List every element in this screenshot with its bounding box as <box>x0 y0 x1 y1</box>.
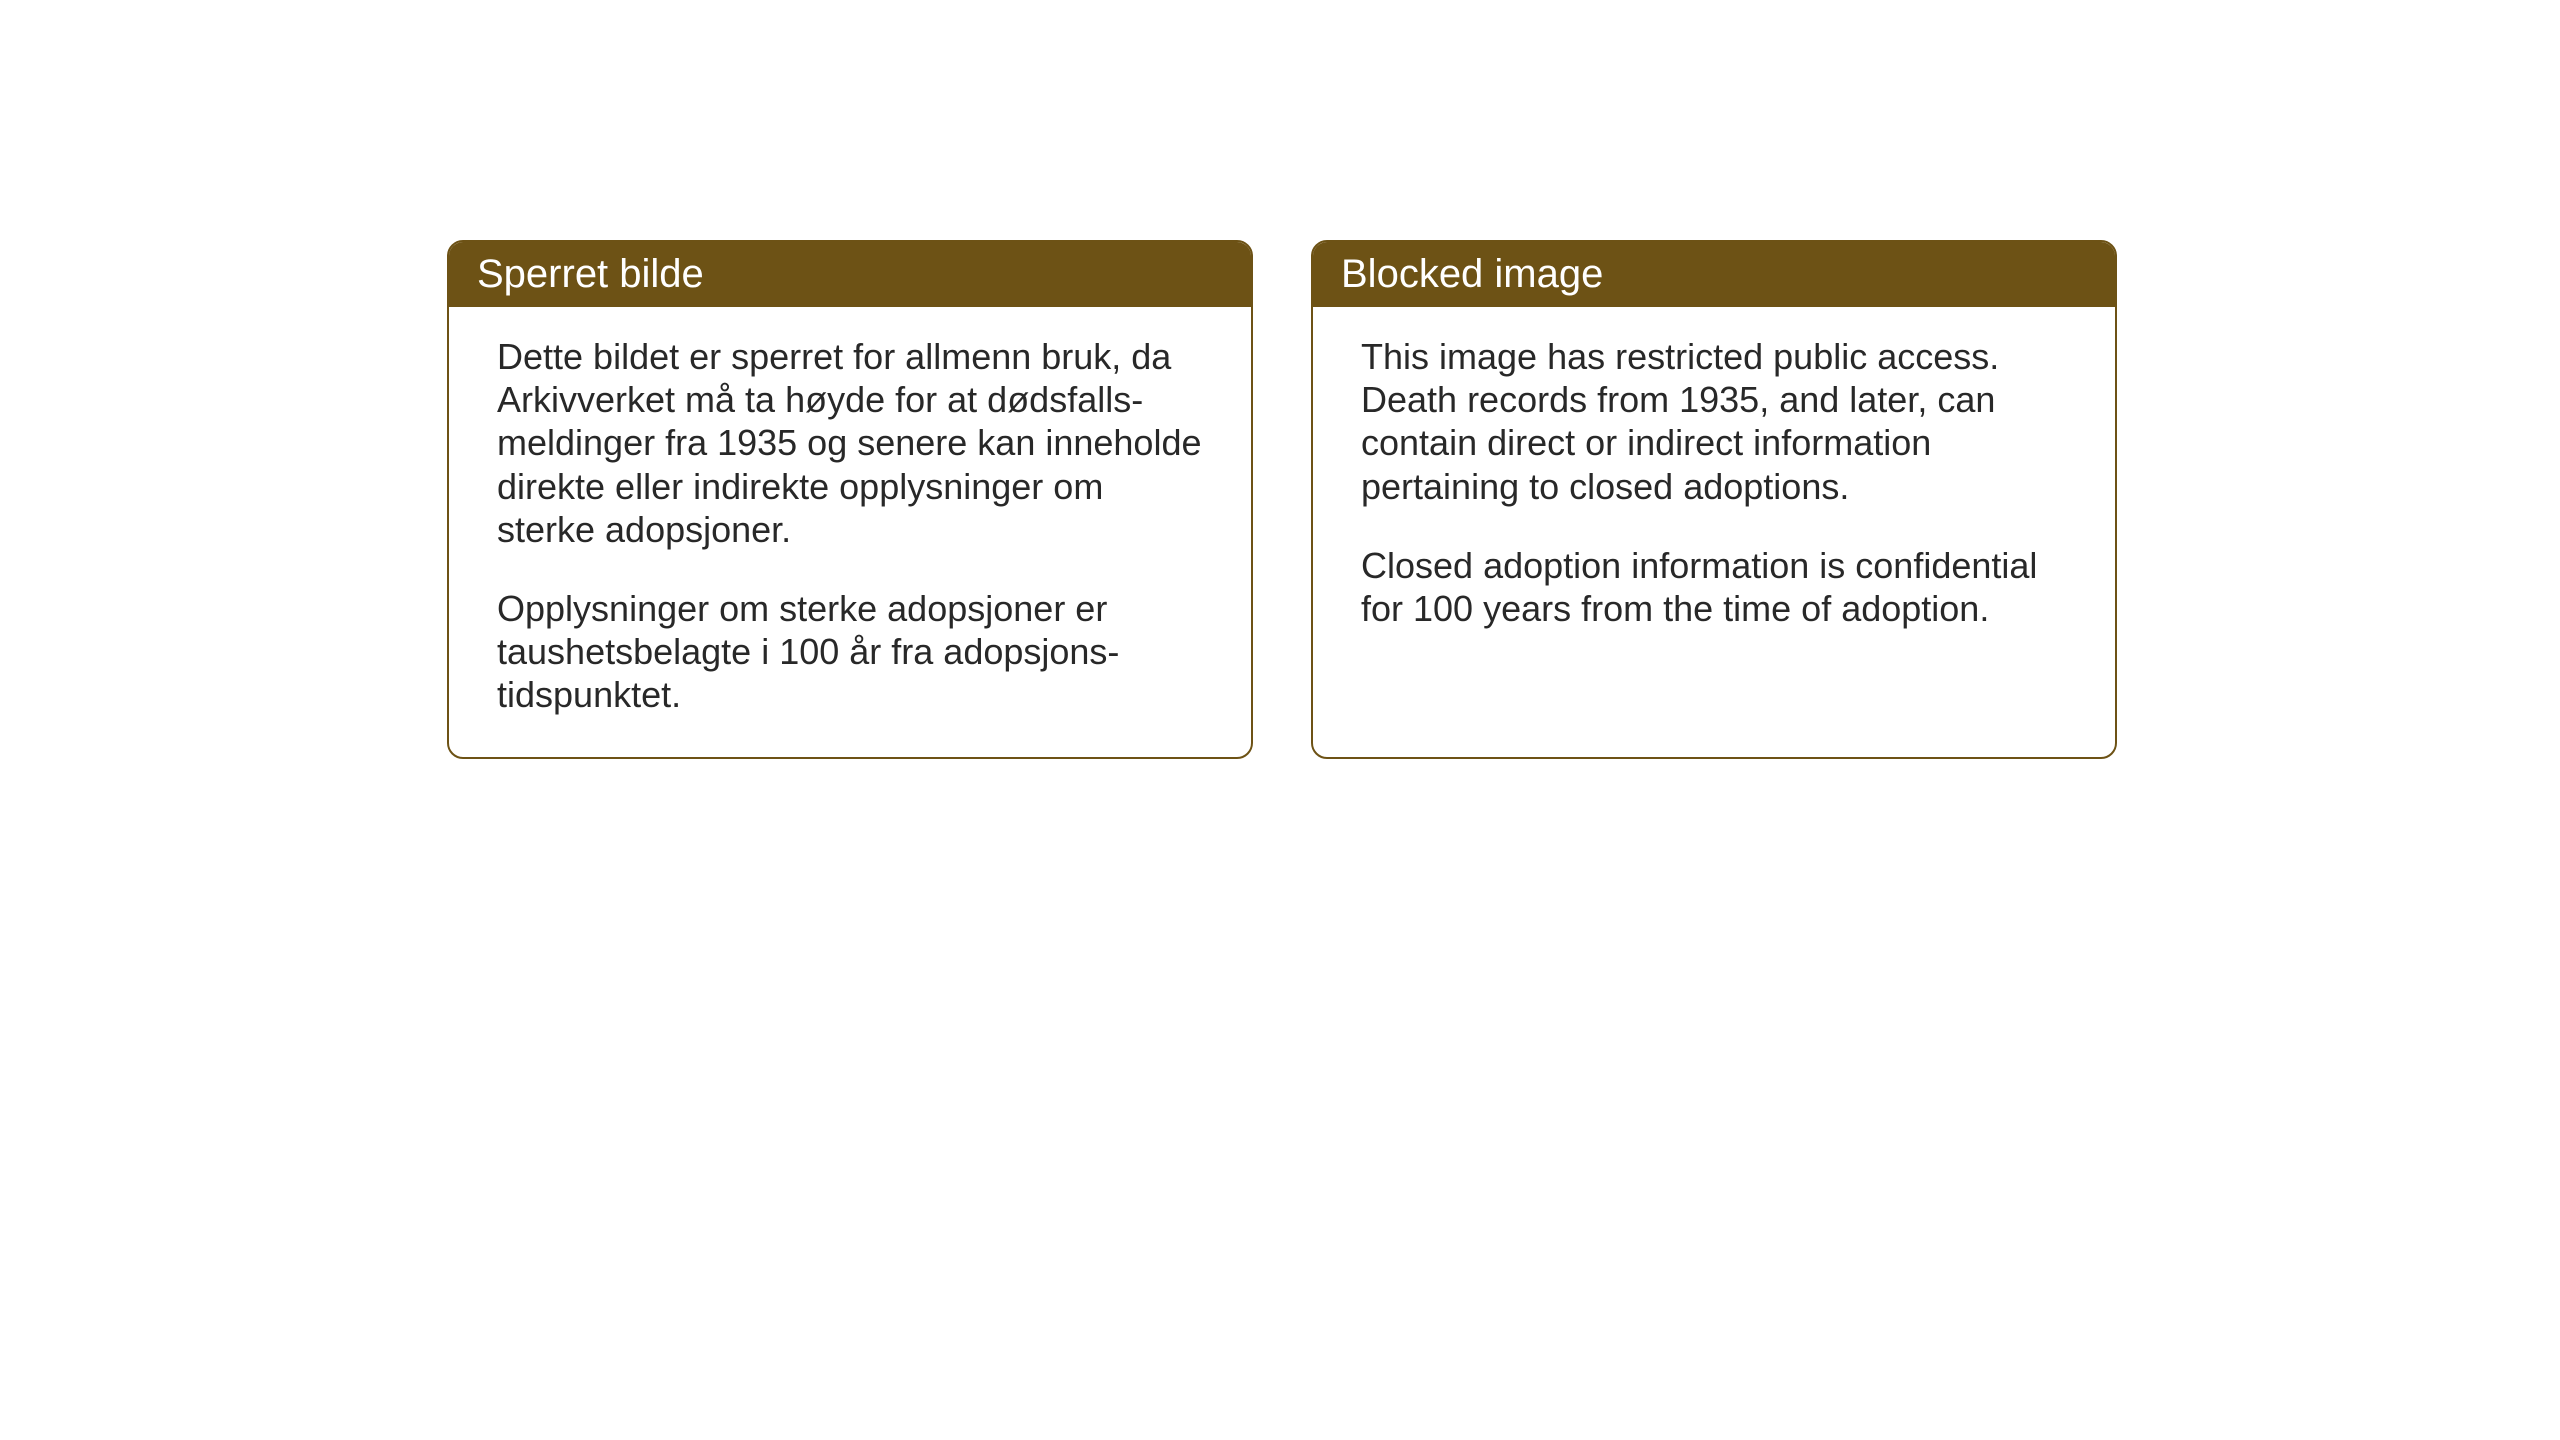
english-card-title: Blocked image <box>1341 252 1603 296</box>
notice-cards-container: Sperret bilde Dette bildet er sperret fo… <box>447 240 2117 759</box>
norwegian-card-header: Sperret bilde <box>449 242 1251 307</box>
english-card-header: Blocked image <box>1313 242 2115 307</box>
english-paragraph-2: Closed adoption information is confident… <box>1361 544 2067 630</box>
english-notice-card: Blocked image This image has restricted … <box>1311 240 2117 759</box>
norwegian-card-title: Sperret bilde <box>477 252 704 296</box>
english-paragraph-1: This image has restricted public access.… <box>1361 335 2067 508</box>
norwegian-notice-card: Sperret bilde Dette bildet er sperret fo… <box>447 240 1253 759</box>
norwegian-card-body: Dette bildet er sperret for allmenn bruk… <box>449 307 1251 757</box>
norwegian-paragraph-1: Dette bildet er sperret for allmenn bruk… <box>497 335 1203 551</box>
english-card-body: This image has restricted public access.… <box>1313 307 2115 670</box>
norwegian-paragraph-2: Opplysninger om sterke adopsjoner er tau… <box>497 587 1203 717</box>
